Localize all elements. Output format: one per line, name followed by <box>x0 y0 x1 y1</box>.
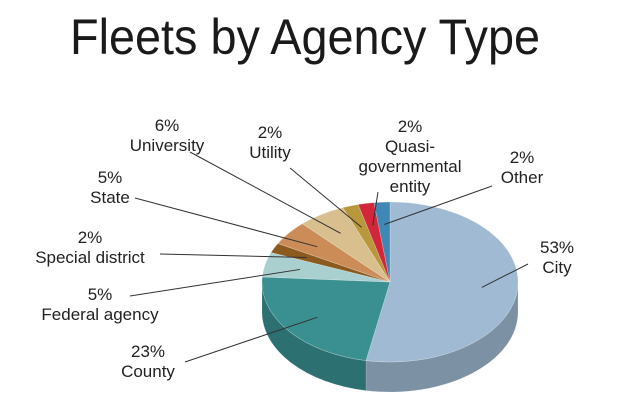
value-label: 2% <box>257 123 283 142</box>
leader-line <box>189 151 341 234</box>
slice <box>261 252 391 283</box>
slice <box>277 223 391 283</box>
value-label: 5% <box>87 285 113 304</box>
leader-line <box>384 185 493 225</box>
category-label: Other <box>500 168 544 187</box>
data-label: 2% Quasi-governmental entity <box>355 117 465 197</box>
slice <box>373 201 391 283</box>
data-label: 53% City <box>527 238 587 278</box>
chart-title: Fleets by Agency Type <box>70 9 540 65</box>
slice <box>270 243 391 283</box>
leader-line <box>159 253 307 258</box>
category-label: Special district <box>35 248 145 267</box>
leader-line <box>129 268 301 297</box>
data-label: 6% University <box>112 116 222 156</box>
data-label: 5% Federal agency <box>25 285 175 325</box>
leader-line <box>372 191 379 226</box>
category-label: City <box>542 258 572 277</box>
leader-line <box>134 197 318 248</box>
leader-line <box>481 263 529 288</box>
category-label: Utility <box>249 143 291 162</box>
value-label: 6% <box>154 116 180 135</box>
value-label: 5% <box>97 168 123 187</box>
slice <box>357 202 391 283</box>
slice <box>342 204 391 283</box>
slice <box>365 201 519 363</box>
data-label: 2% Other <box>487 148 557 188</box>
value-label: 23% <box>130 342 166 361</box>
value-label: 2% <box>397 117 423 136</box>
category-label: Quasi-governmental entity <box>358 137 462 196</box>
data-label: 2% Utility <box>230 123 310 163</box>
value-label: 53% <box>539 238 575 257</box>
category-label: Federal agency <box>41 305 159 324</box>
leader-line <box>184 316 318 363</box>
leader-line <box>289 167 362 228</box>
slice <box>261 276 391 361</box>
data-label: 2% Special district <box>15 228 165 268</box>
category-label: State <box>90 188 130 207</box>
data-label: 23% County <box>108 342 188 382</box>
data-label: 5% State <box>80 168 140 208</box>
value-label: 2% <box>509 148 535 167</box>
value-label: 2% <box>77 228 103 247</box>
category-label: University <box>129 136 205 155</box>
slice <box>301 207 391 283</box>
category-label: County <box>121 362 175 381</box>
